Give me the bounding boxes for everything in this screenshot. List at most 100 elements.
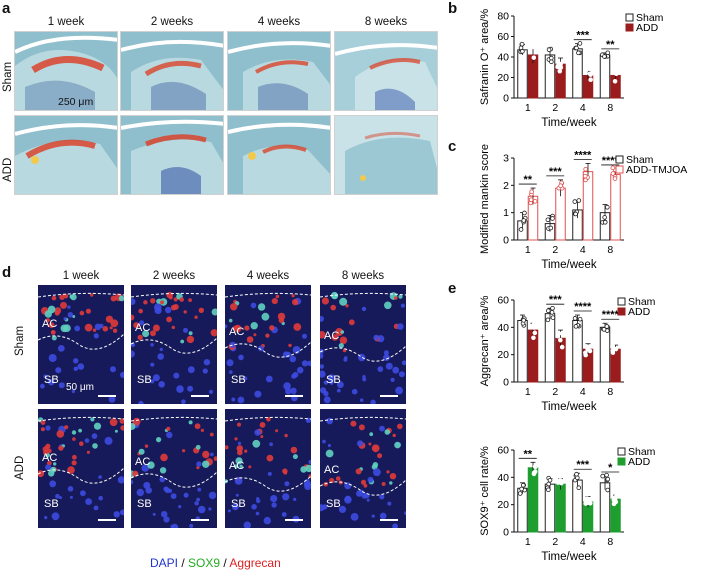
y-tick-label: 20 bbox=[497, 72, 509, 84]
data-point bbox=[532, 330, 538, 336]
legend-label: Sham bbox=[626, 154, 654, 166]
bar-sham bbox=[517, 49, 528, 99]
data-point bbox=[577, 316, 583, 322]
y-tick-label: 60 bbox=[497, 295, 509, 307]
y-tick-label: 80 bbox=[497, 11, 509, 23]
data-point bbox=[572, 199, 578, 204]
panel-a-col-3: 4 weeks bbox=[257, 16, 301, 28]
data-point bbox=[576, 50, 581, 56]
histology-image-sham-1w bbox=[14, 31, 118, 111]
data-point bbox=[583, 166, 588, 172]
bar-add-tmjoa bbox=[610, 173, 621, 241]
data-point bbox=[531, 55, 537, 60]
region-label-ac: AC bbox=[135, 456, 151, 468]
panel-letter-e: e bbox=[448, 280, 457, 297]
fluorescence-image-sham-3: AC SB bbox=[225, 285, 311, 404]
data-point bbox=[546, 47, 552, 53]
x-tick-label: 2 bbox=[552, 102, 558, 114]
histology-image-add-2w bbox=[120, 115, 224, 195]
y-tick-label: 0 bbox=[503, 235, 509, 247]
x-tick-label: 4 bbox=[580, 536, 586, 548]
region-label-sb: SB bbox=[326, 374, 341, 386]
histology-image-sham-4w bbox=[227, 31, 331, 111]
region-label-ac: AC bbox=[324, 464, 340, 476]
legend-swatch bbox=[615, 165, 624, 174]
legend-swatch bbox=[617, 297, 626, 306]
region-label-sb: SB bbox=[137, 498, 152, 510]
data-point bbox=[528, 197, 534, 203]
data-point bbox=[613, 346, 619, 352]
bar-add bbox=[527, 467, 539, 533]
significance-label: *** bbox=[549, 294, 563, 306]
stain-sep-2: / bbox=[220, 556, 230, 570]
data-point bbox=[576, 198, 582, 203]
region-label-sb: SB bbox=[231, 498, 246, 510]
data-point bbox=[604, 324, 610, 329]
legend-swatch bbox=[625, 23, 634, 32]
legend-swatch bbox=[617, 447, 626, 456]
panel-d-col-3: 4 weeks bbox=[246, 270, 290, 282]
data-point bbox=[574, 471, 579, 477]
x-tick-label: 1 bbox=[525, 244, 531, 256]
data-point bbox=[532, 464, 538, 469]
significance-label: ** bbox=[606, 39, 615, 51]
data-point bbox=[556, 62, 561, 68]
data-point bbox=[577, 41, 583, 46]
legend-swatch bbox=[625, 13, 634, 22]
region-label-sb: SB bbox=[231, 374, 246, 386]
panel-a-col-2: 2 weeks bbox=[150, 16, 194, 28]
stain-legend: DAPI / SOX9 / Aggrecan bbox=[150, 556, 281, 570]
data-point bbox=[612, 497, 618, 502]
legend-label: Sham bbox=[628, 296, 656, 308]
data-point bbox=[584, 344, 590, 349]
x-tick-label: 1 bbox=[525, 536, 531, 548]
y-tick-label: 40 bbox=[497, 322, 509, 334]
legend-label: ADD bbox=[636, 22, 659, 34]
data-point bbox=[605, 487, 610, 493]
data-point bbox=[550, 216, 555, 221]
panel-d-scale-label: 50 μm bbox=[66, 382, 94, 393]
data-point bbox=[531, 470, 537, 476]
y-tick-label: 2 bbox=[503, 180, 509, 192]
data-point bbox=[549, 59, 554, 65]
x-axis-label: Time/week bbox=[541, 551, 596, 563]
data-point bbox=[550, 305, 555, 311]
data-point bbox=[531, 325, 537, 330]
data-point bbox=[522, 210, 527, 216]
fluorescence-image-add-4: AC SB bbox=[320, 409, 406, 528]
x-tick-label: 4 bbox=[580, 386, 586, 398]
y-tick-label: 60 bbox=[497, 445, 509, 457]
significance-label: **** bbox=[574, 149, 592, 161]
legend-label: Sham bbox=[628, 446, 656, 458]
data-point bbox=[517, 491, 523, 496]
x-tick-label: 2 bbox=[552, 386, 558, 398]
panel-a-col-4: 8 weeks bbox=[364, 16, 408, 28]
data-point bbox=[521, 318, 526, 323]
panel-a-col-1: 1 week bbox=[47, 16, 85, 28]
data-point bbox=[573, 324, 579, 329]
data-point bbox=[518, 227, 524, 232]
region-label-ac: AC bbox=[229, 460, 245, 472]
data-point bbox=[610, 171, 616, 176]
data-point bbox=[520, 482, 526, 488]
x-axis-label: Time/week bbox=[541, 117, 596, 129]
panel-letter-c: c bbox=[448, 138, 457, 155]
x-tick-label: 1 bbox=[525, 386, 531, 398]
data-point bbox=[545, 317, 551, 323]
significance-label: ** bbox=[523, 174, 532, 186]
data-point bbox=[582, 173, 588, 179]
chart-e-top: 0 20 40 60 Aggrecan⁺ area/% Time/week 1 2 *** 4 **… bbox=[479, 294, 656, 413]
data-point bbox=[533, 321, 538, 326]
data-point bbox=[583, 352, 588, 358]
fluorescence-image-add-3: AC SB bbox=[225, 409, 311, 528]
stain-sox9: SOX9 bbox=[188, 556, 221, 570]
data-point bbox=[549, 55, 554, 61]
region-label-ac: AC bbox=[42, 452, 58, 464]
y-tick-label: 3 bbox=[503, 153, 509, 165]
chart-c: 0 1 2 3 Modified mankin score Time/week 1 ** 2 **… bbox=[479, 144, 687, 271]
legend-label: Sham bbox=[636, 12, 664, 24]
data-point bbox=[555, 333, 560, 339]
panel-letter-d: d bbox=[2, 264, 12, 281]
